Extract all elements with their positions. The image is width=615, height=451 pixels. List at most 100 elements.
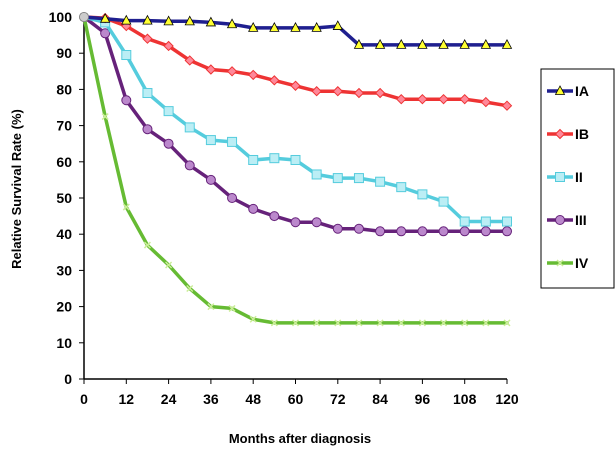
triangle-marker	[417, 39, 428, 49]
circle-marker	[205, 174, 216, 185]
diamond-marker	[480, 96, 492, 108]
legend-label: III	[575, 212, 587, 228]
square-marker	[438, 196, 449, 207]
x-marker-stroke	[270, 319, 278, 327]
origin-marker	[79, 12, 89, 22]
x-marker-stroke	[334, 319, 342, 327]
circle-marker	[227, 193, 238, 203]
y-tick-label: 60	[56, 154, 72, 170]
triangle-marker	[205, 16, 217, 27]
circle-marker	[375, 226, 386, 237]
x-marker-stroke	[291, 319, 300, 327]
x-tick-label: 24	[161, 391, 177, 407]
series-layer	[79, 12, 513, 327]
square-marker	[459, 216, 470, 227]
x-tick-label: 120	[495, 391, 519, 407]
y-tick-label: 20	[56, 299, 72, 315]
triangle-marker	[332, 20, 343, 30]
diamond-marker	[205, 64, 217, 75]
triangle-marker	[501, 39, 513, 49]
square-marker	[555, 172, 565, 182]
triangle-marker	[374, 39, 386, 49]
legend-item-iv: IV	[547, 255, 589, 271]
circle-marker	[480, 226, 491, 237]
square-marker	[269, 153, 280, 164]
square-marker	[290, 154, 301, 165]
square-marker	[502, 216, 512, 227]
circle-marker	[438, 226, 449, 237]
x-marker-stroke	[122, 203, 130, 211]
x-marker-stroke	[186, 284, 194, 293]
x-marker-stroke	[249, 315, 257, 323]
triangle-marker	[438, 39, 449, 49]
triangle-marker	[226, 18, 238, 29]
y-tick-label: 0	[64, 371, 72, 387]
y-axis-title: Relative Survival Rate (%)	[9, 109, 24, 269]
diamond-marker	[353, 87, 365, 99]
square-marker	[417, 189, 428, 200]
series-line	[82, 15, 509, 325]
x-tick-label: 36	[203, 391, 219, 407]
y-tick-label: 50	[56, 190, 72, 206]
x-marker-stroke	[207, 303, 215, 311]
triangle-marker	[163, 15, 174, 26]
circle-marker	[396, 226, 407, 237]
legend-label: IB	[575, 126, 589, 142]
circle-marker	[459, 226, 470, 237]
x-marker-stroke	[313, 319, 321, 327]
legend-label: II	[575, 169, 583, 185]
circle-marker	[163, 138, 174, 149]
square-marker	[396, 182, 407, 193]
x-tick-label: 0	[80, 391, 88, 407]
x-tick-label: 60	[288, 391, 304, 407]
x-marker-stroke	[355, 319, 363, 327]
legend-label: IA	[575, 83, 589, 99]
diamond-marker	[290, 80, 301, 91]
diamond-marker	[417, 93, 428, 105]
circle-marker	[142, 124, 153, 135]
triangle-marker	[353, 39, 365, 49]
triangle-marker	[311, 22, 322, 32]
circle-marker	[502, 226, 512, 237]
x-marker-stroke	[503, 319, 511, 327]
square-marker	[311, 169, 322, 180]
y-tick-label: 70	[56, 118, 72, 134]
circle-marker	[311, 217, 322, 228]
circle-marker	[353, 223, 364, 234]
x-marker-stroke	[418, 319, 426, 327]
axes: 0 10 20 30 40 50 60 70 80 90 100 0 12 24 36 48 60 72 84 96 1…	[49, 9, 519, 407]
square-marker	[375, 176, 386, 187]
y-tick-label: 40	[56, 226, 72, 242]
series-ia	[79, 12, 513, 49]
x-marker-stroke	[397, 319, 405, 327]
diamond-marker	[554, 128, 566, 140]
triangle-marker	[290, 22, 301, 32]
y-tick-label: 30	[56, 262, 72, 278]
diamond-marker	[311, 86, 322, 97]
triangle-marker	[142, 14, 153, 25]
x-axis-title: Months after diagnosis	[229, 431, 371, 446]
x-marker-stroke	[101, 113, 109, 121]
diamond-marker	[501, 100, 513, 111]
circle-marker	[248, 203, 259, 214]
triangle-marker	[248, 22, 259, 32]
x-tick-label: 108	[453, 391, 477, 407]
legend-label: IV	[575, 255, 589, 271]
circle-marker	[100, 28, 111, 39]
circle-marker	[290, 217, 301, 228]
diamond-marker	[184, 55, 195, 66]
circle-marker	[269, 211, 280, 222]
circle-marker	[332, 223, 343, 234]
diamond-marker	[332, 86, 344, 97]
diamond-marker	[396, 93, 407, 105]
triangle-marker	[269, 22, 280, 32]
y-tick-label: 90	[56, 45, 72, 61]
diamond-marker	[226, 66, 238, 77]
diamond-marker	[163, 40, 174, 52]
square-marker	[248, 154, 259, 165]
triangle-marker	[480, 39, 492, 49]
x-marker-stroke	[228, 304, 236, 312]
series-iv	[79, 12, 511, 327]
